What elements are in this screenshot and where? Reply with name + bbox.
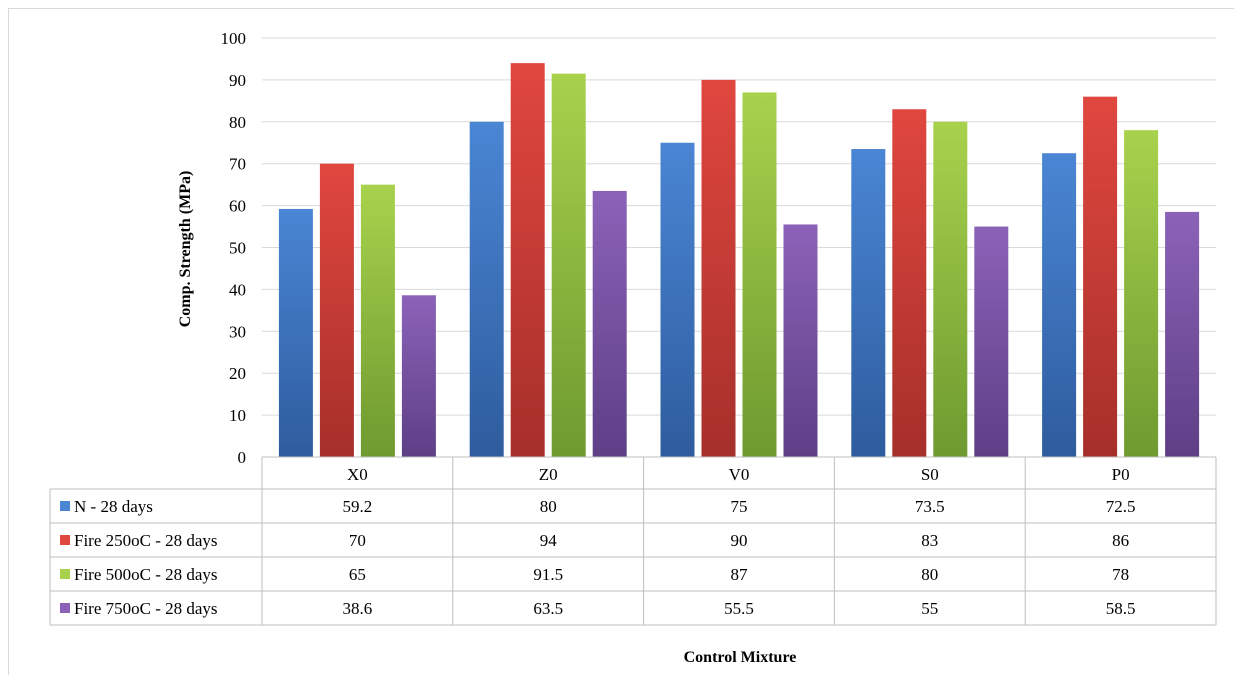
x-axis-title: Control Mixture	[684, 649, 797, 666]
table-cell: 91.5	[533, 565, 563, 584]
y-axis-title: Comp. Strength (MPa)	[177, 171, 194, 328]
bar-P0-series-2	[1083, 96, 1118, 457]
table-cell: 87	[731, 565, 749, 584]
legend-key	[60, 501, 70, 511]
table-cell: 94	[540, 531, 558, 550]
bar-Z0-series-4	[592, 190, 627, 457]
table-cell: 75	[731, 497, 748, 516]
legend-label: Fire 750oC - 28 days	[74, 599, 218, 618]
bar-P0-series-3	[1124, 130, 1159, 457]
bar-V0-series-4	[783, 224, 818, 457]
bar-S0-series-4	[974, 226, 1009, 457]
table-cell: 55	[921, 599, 938, 618]
bar-X0-series-2	[319, 163, 354, 457]
legend-label: Fire 250oC - 28 days	[74, 531, 218, 550]
table-cell: 38.6	[343, 599, 373, 618]
legend-key	[60, 569, 70, 579]
table-cell: 86	[1112, 531, 1129, 550]
y-tick-label: 10	[229, 406, 246, 425]
x-tick-label: S0	[921, 465, 939, 484]
table-cell: 55.5	[724, 599, 754, 618]
table-cell: 80	[540, 497, 557, 516]
legend-key	[60, 535, 70, 545]
data-table: X0 Z0 V0 S0 P0 N - 28 days 59.2 80 75 73.5 72.5 Fir…	[49, 456, 1217, 626]
x-tick-label: X0	[347, 465, 368, 484]
bar-S0-series-1	[851, 149, 886, 457]
y-axis-ticks: 0 10 20 30 40 50 60 70 80 90 100	[221, 29, 247, 467]
bar-V0-series-2	[701, 79, 736, 458]
table-cell: 63.5	[533, 599, 563, 618]
bar-Z0-series-1	[469, 121, 504, 458]
y-tick-label: 30	[229, 322, 246, 341]
table-cell: 90	[731, 531, 748, 550]
y-tick-label: 90	[229, 71, 246, 90]
table-cell: 83	[921, 531, 938, 550]
table-cell: 78	[1112, 565, 1129, 584]
x-tick-label: V0	[729, 465, 750, 484]
y-tick-label: 40	[229, 280, 246, 299]
bar-X0-series-3	[360, 184, 395, 457]
table-cell: 58.5	[1106, 599, 1136, 618]
x-tick-label: P0	[1112, 465, 1130, 484]
bar-S0-series-3	[933, 121, 968, 458]
table-cell: 72.5	[1106, 497, 1136, 516]
table-cell: 59.2	[343, 497, 373, 516]
x-tick-label: Z0	[539, 465, 558, 484]
bar-V0-series-3	[742, 92, 777, 457]
y-tick-label: 100	[221, 29, 247, 48]
bars	[278, 63, 1200, 458]
y-tick-label: 60	[229, 197, 246, 216]
bar-S0-series-2	[892, 109, 927, 457]
legend-label: N - 28 days	[74, 497, 153, 516]
y-tick-label: 80	[229, 113, 246, 132]
y-tick-label: 50	[229, 239, 246, 258]
table-cell: 70	[349, 531, 366, 550]
bar-P0-series-4	[1165, 211, 1200, 457]
y-tick-label: 70	[229, 155, 246, 174]
legend-label: Fire 500oC - 28 days	[74, 565, 218, 584]
y-tick-label: 0	[238, 448, 247, 467]
bar-P0-series-1	[1042, 153, 1077, 457]
table-cell: 65	[349, 565, 366, 584]
bar-Z0-series-2	[510, 63, 545, 457]
bar-Z0-series-3	[551, 73, 586, 458]
table-cell: 73.5	[915, 497, 945, 516]
bar-X0-series-1	[278, 208, 313, 457]
table-cell: 80	[921, 565, 938, 584]
y-tick-label: 20	[229, 364, 246, 383]
bar-X0-series-4	[401, 295, 436, 457]
chart-frame	[8, 8, 1234, 675]
bar-V0-series-1	[660, 142, 695, 457]
legend-key	[60, 603, 70, 613]
